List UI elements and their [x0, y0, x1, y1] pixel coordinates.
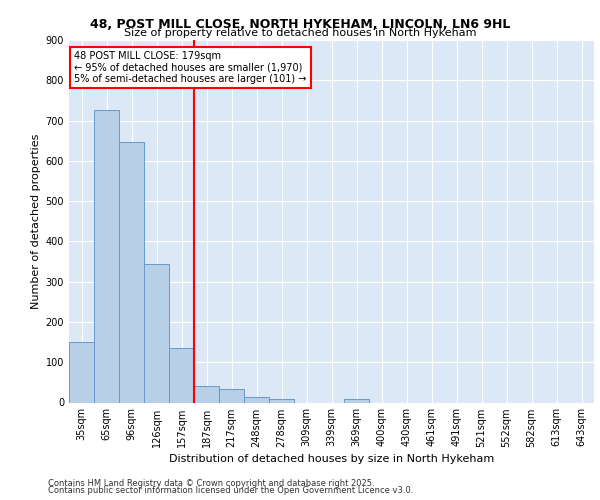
- Bar: [344, 400, 369, 402]
- Bar: [169, 348, 194, 403]
- Text: Contains public sector information licensed under the Open Government Licence v3: Contains public sector information licen…: [48, 486, 413, 495]
- X-axis label: Distribution of detached houses by size in North Hykeham: Distribution of detached houses by size …: [169, 454, 494, 464]
- Bar: [219, 389, 244, 402]
- Text: Contains HM Land Registry data © Crown copyright and database right 2025.: Contains HM Land Registry data © Crown c…: [48, 478, 374, 488]
- Text: 48 POST MILL CLOSE: 179sqm
← 95% of detached houses are smaller (1,970)
5% of se: 48 POST MILL CLOSE: 179sqm ← 95% of deta…: [74, 51, 307, 84]
- Text: Size of property relative to detached houses in North Hykeham: Size of property relative to detached ho…: [124, 28, 476, 38]
- Bar: [244, 398, 269, 402]
- Bar: [144, 264, 169, 402]
- Bar: [119, 142, 144, 402]
- Bar: [269, 400, 294, 402]
- Bar: [94, 110, 119, 403]
- Bar: [194, 386, 219, 402]
- Text: 48, POST MILL CLOSE, NORTH HYKEHAM, LINCOLN, LN6 9HL: 48, POST MILL CLOSE, NORTH HYKEHAM, LINC…: [90, 18, 510, 30]
- Y-axis label: Number of detached properties: Number of detached properties: [31, 134, 41, 309]
- Bar: [69, 342, 94, 402]
